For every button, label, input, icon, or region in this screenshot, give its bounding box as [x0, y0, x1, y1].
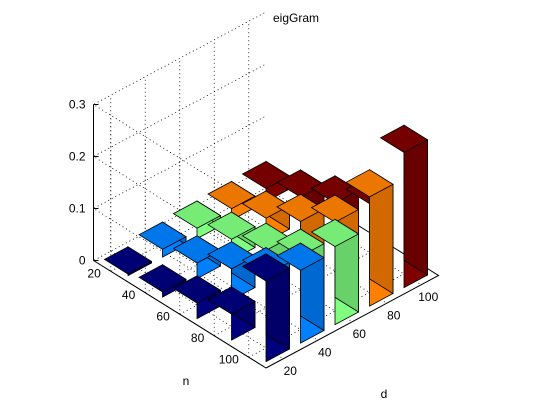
bar [207, 286, 256, 341]
z-tick-label: 0 [79, 254, 86, 268]
bar-top-face [172, 200, 222, 229]
bar [379, 124, 429, 289]
d-tick-label: 100 [418, 290, 438, 304]
d-tick-label: 60 [353, 327, 367, 341]
bar-top-face [172, 275, 222, 304]
bar-top-face [345, 169, 394, 198]
bar [345, 168, 394, 307]
bar-top-face [379, 124, 429, 153]
bar-top-face [207, 211, 256, 240]
n-tick-label: 80 [191, 331, 205, 345]
n-tick-label: 20 [87, 266, 101, 280]
bar-top-face [207, 286, 256, 315]
n-tick-label: 60 [156, 309, 170, 323]
y-axis-label: n [183, 374, 190, 388]
bar [310, 218, 360, 326]
bar-top-face [310, 218, 360, 248]
n-tick-label: 40 [122, 288, 136, 302]
bar [241, 253, 291, 363]
d-tick-label: 80 [387, 308, 401, 322]
z-tick-label: 0.2 [69, 150, 86, 164]
bar-top-face [276, 242, 325, 271]
bar [103, 246, 153, 277]
bar-top-face [310, 194, 360, 223]
bars-group [103, 124, 429, 363]
bar-top-face [207, 181, 256, 210]
d-tick-label: 20 [284, 364, 298, 378]
d-tick-label: 40 [318, 345, 332, 359]
z-tick-label: 0.1 [69, 202, 86, 216]
bar-top-face [103, 246, 153, 275]
n-tick-label: 100 [219, 352, 239, 366]
bar-top-face [138, 264, 187, 293]
x-axis-label: d [381, 387, 388, 401]
bar [172, 200, 222, 240]
chart-title: eigGram [273, 11, 319, 25]
bar [138, 221, 187, 258]
bar [276, 242, 325, 344]
z-tick-label: 0.3 [69, 98, 86, 112]
tick-labels: 0 0.1 0.2 0.3 20 40 60 80 100 20 40 60 80 100 [69, 98, 439, 378]
bar-top-face [138, 221, 187, 250]
bar-top-face [241, 253, 291, 282]
